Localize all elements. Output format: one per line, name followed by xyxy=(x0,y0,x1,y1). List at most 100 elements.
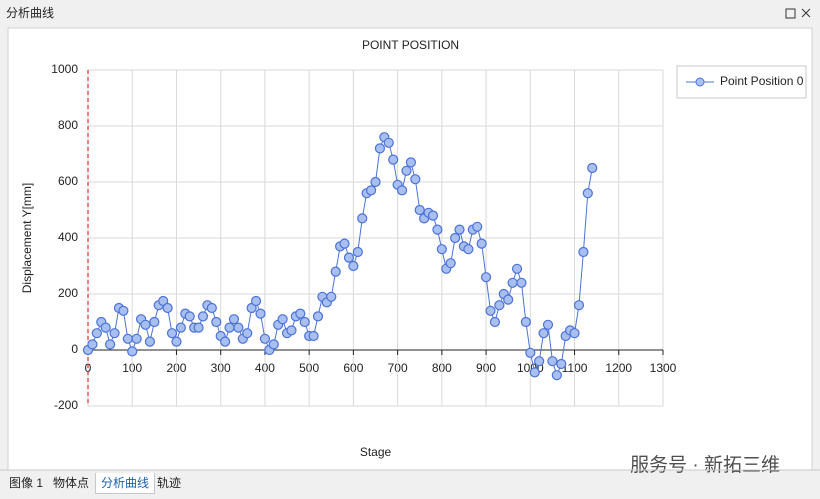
chart-title: POINT POSITION xyxy=(362,38,459,52)
data-point xyxy=(118,305,129,316)
data-point xyxy=(308,330,319,342)
data-point xyxy=(427,210,439,221)
data-point xyxy=(436,244,447,255)
chart-panel xyxy=(7,27,813,471)
data-point xyxy=(299,316,310,328)
data-point xyxy=(339,238,350,249)
data-point xyxy=(149,316,160,328)
data-point xyxy=(454,224,465,235)
legend-marker xyxy=(695,77,705,87)
data-point xyxy=(184,311,195,322)
data-point xyxy=(206,302,217,314)
y-axis-label: Displacement Y[mm] xyxy=(20,183,34,293)
data-point xyxy=(476,238,487,249)
data-point xyxy=(131,333,142,344)
data-point xyxy=(573,300,585,311)
y-tick-label: 800 xyxy=(58,118,78,132)
data-point xyxy=(175,322,186,333)
data-point xyxy=(511,263,523,274)
data-point xyxy=(259,333,271,344)
data-point xyxy=(516,277,527,288)
y-tick-label: 400 xyxy=(58,230,78,244)
data-point xyxy=(507,277,518,288)
data-point xyxy=(472,221,483,232)
data-point xyxy=(166,328,178,339)
data-point xyxy=(383,137,394,148)
tab[interactable]: 物体点 xyxy=(53,476,90,490)
y-tick-label: -200 xyxy=(54,398,78,412)
y-tick-label: 1000 xyxy=(51,62,78,76)
data-point xyxy=(228,314,240,325)
data-point xyxy=(542,319,554,330)
data-point xyxy=(343,252,355,263)
data-point xyxy=(330,266,341,277)
data-point xyxy=(277,314,288,325)
window-title: 分析曲线 xyxy=(6,6,54,20)
data-point xyxy=(551,370,562,381)
data-point xyxy=(312,311,324,322)
data-point xyxy=(388,154,399,165)
data-point xyxy=(193,322,204,333)
data-point xyxy=(250,295,262,307)
data-point xyxy=(587,162,598,174)
data-point xyxy=(352,246,363,258)
data-point xyxy=(401,165,412,176)
data-point xyxy=(220,336,231,347)
data-point xyxy=(144,336,156,347)
data-point xyxy=(503,294,514,305)
data-point xyxy=(520,316,531,328)
data-point xyxy=(410,174,421,185)
data-point xyxy=(480,272,492,283)
data-point xyxy=(414,204,425,216)
data-point xyxy=(348,260,359,272)
maximize-button[interactable] xyxy=(785,8,796,19)
data-point xyxy=(569,328,580,339)
data-point xyxy=(224,322,235,333)
y-tick-label: 0 xyxy=(71,342,78,356)
x-axis-label: Stage xyxy=(360,445,392,459)
data-point xyxy=(396,185,408,196)
data-point xyxy=(534,356,545,367)
data-point xyxy=(233,322,244,333)
data-point xyxy=(538,328,549,339)
data-point xyxy=(432,224,443,235)
data-point xyxy=(525,347,536,358)
data-point xyxy=(365,185,377,196)
data-point xyxy=(286,325,297,336)
close-button[interactable] xyxy=(801,8,811,18)
data-point xyxy=(242,328,253,339)
data-point xyxy=(370,176,381,188)
data-point xyxy=(197,311,209,322)
data-point xyxy=(162,302,173,314)
tab[interactable]: 轨迹 xyxy=(157,476,182,490)
data-point xyxy=(547,356,558,367)
tab-active[interactable]: 分析曲线 xyxy=(95,473,156,494)
data-point xyxy=(529,367,540,378)
data-point xyxy=(122,333,133,344)
data-point xyxy=(374,143,386,154)
data-point xyxy=(357,213,368,224)
data-point xyxy=(140,319,151,330)
legend-label: Point Position 0 xyxy=(720,74,804,88)
data-point xyxy=(450,232,461,244)
data-point xyxy=(405,157,416,168)
data-point xyxy=(268,339,279,350)
tab[interactable]: 图像 1 xyxy=(9,476,44,490)
data-point xyxy=(105,339,116,350)
data-point xyxy=(326,291,337,302)
data-point xyxy=(127,346,138,357)
data-point xyxy=(171,336,182,347)
data-point xyxy=(556,358,567,370)
data-point xyxy=(100,322,111,333)
data-point xyxy=(494,300,505,311)
data-point xyxy=(485,305,496,316)
y-tick-label: 200 xyxy=(58,286,78,300)
data-point xyxy=(255,308,266,319)
watermark: 服务号 · 新拓三维 xyxy=(630,454,780,476)
data-point xyxy=(463,244,474,255)
data-point xyxy=(87,339,98,350)
data-point xyxy=(445,258,456,269)
data-point xyxy=(211,316,222,328)
